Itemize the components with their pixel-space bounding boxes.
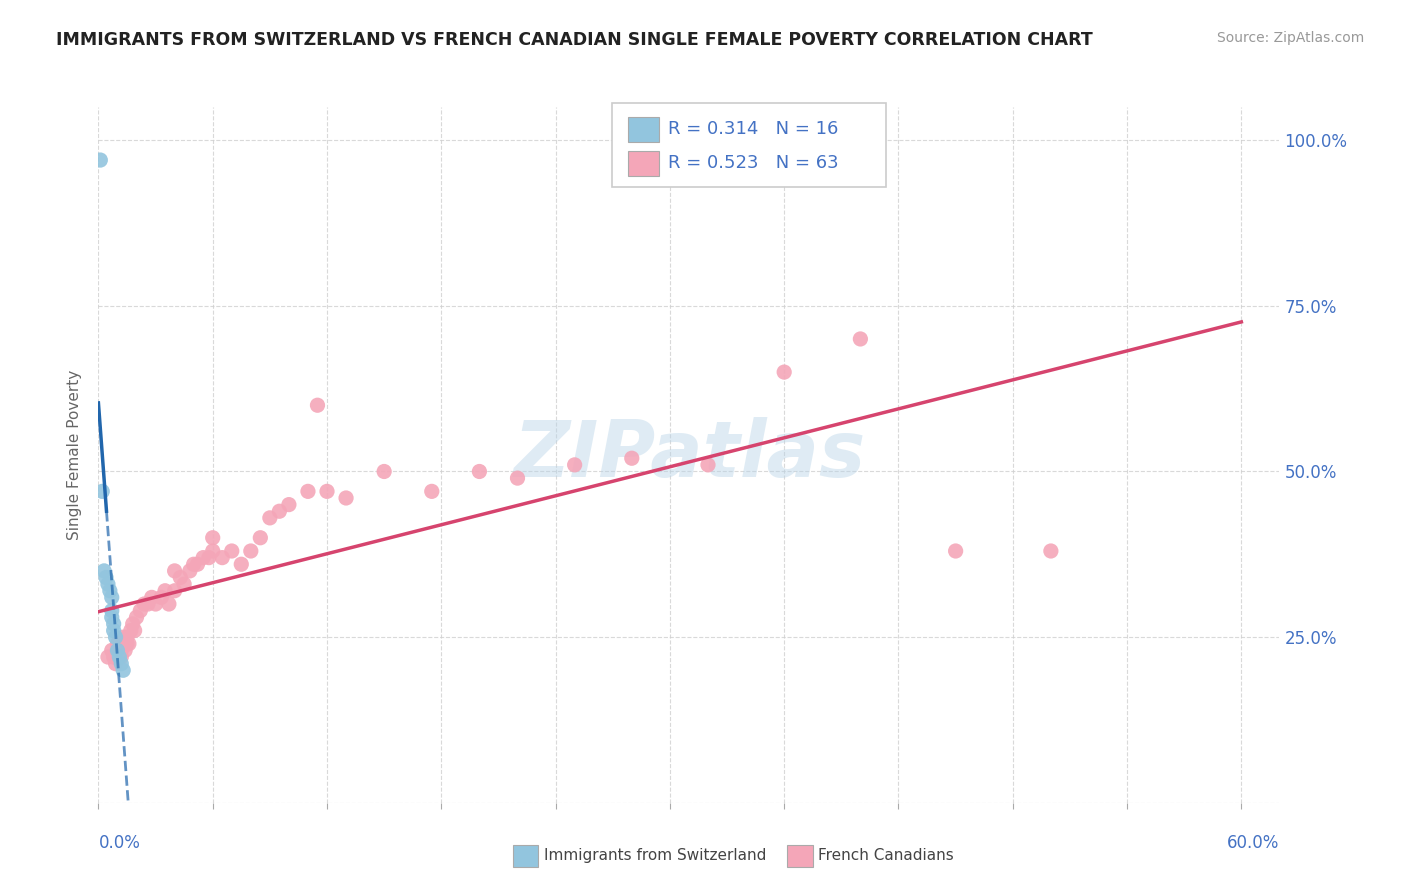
Point <box>169 570 191 584</box>
Point <box>115 630 138 644</box>
Point <box>163 564 186 578</box>
Point <box>100 604 122 618</box>
Point <box>97 650 120 665</box>
Point <box>110 643 132 657</box>
Text: 60.0%: 60.0% <box>1227 834 1279 852</box>
Point <box>118 637 141 651</box>
Point <box>97 577 120 591</box>
Point <box>1039 544 1062 558</box>
Point <box>121 616 143 631</box>
Point <box>239 544 262 558</box>
Point <box>145 597 167 611</box>
Point <box>173 577 195 591</box>
Point <box>373 465 395 479</box>
Point <box>249 531 271 545</box>
Text: R = 0.314   N = 16: R = 0.314 N = 16 <box>668 120 838 138</box>
Y-axis label: Single Female Poverty: Single Female Poverty <box>67 370 83 540</box>
Point <box>100 610 122 624</box>
Point <box>620 451 643 466</box>
Point <box>124 624 146 638</box>
Point <box>259 511 281 525</box>
Point <box>120 624 142 638</box>
Point <box>104 657 127 671</box>
Point <box>94 570 117 584</box>
Point <box>849 332 872 346</box>
Point <box>98 583 121 598</box>
Point <box>104 630 127 644</box>
Point <box>420 484 443 499</box>
Point <box>107 637 129 651</box>
Point <box>231 558 253 572</box>
Point <box>103 616 125 631</box>
Text: R = 0.523   N = 63: R = 0.523 N = 63 <box>668 154 838 172</box>
Point <box>129 604 152 618</box>
Point <box>125 610 148 624</box>
Point <box>108 650 131 665</box>
Point <box>89 153 111 167</box>
Point <box>107 643 129 657</box>
Point <box>108 650 131 665</box>
Point <box>773 365 796 379</box>
Point <box>564 458 586 472</box>
Point <box>103 624 125 638</box>
Point <box>201 544 224 558</box>
Point <box>136 597 159 611</box>
Point <box>107 643 129 657</box>
Point <box>150 591 173 605</box>
Point <box>179 564 201 578</box>
Point <box>316 484 339 499</box>
Point <box>506 471 529 485</box>
Point <box>104 650 127 665</box>
Point <box>115 637 138 651</box>
Point <box>134 597 156 611</box>
Point <box>141 591 163 605</box>
Point <box>269 504 291 518</box>
Text: IMMIGRANTS FROM SWITZERLAND VS FRENCH CANADIAN SINGLE FEMALE POVERTY CORRELATION: IMMIGRANTS FROM SWITZERLAND VS FRENCH CA… <box>56 31 1092 49</box>
Point <box>201 531 224 545</box>
Point <box>153 583 176 598</box>
Point <box>945 544 967 558</box>
Point <box>112 637 135 651</box>
Point <box>183 558 205 572</box>
Point <box>277 498 299 512</box>
Text: Source: ZipAtlas.com: Source: ZipAtlas.com <box>1216 31 1364 45</box>
Point <box>198 550 221 565</box>
Point <box>157 597 180 611</box>
Point <box>335 491 357 505</box>
Point <box>91 484 114 499</box>
Point <box>468 465 491 479</box>
Point <box>110 657 132 671</box>
Text: French Canadians: French Canadians <box>818 848 955 863</box>
Point <box>108 643 131 657</box>
Point <box>93 564 115 578</box>
Text: Immigrants from Switzerland: Immigrants from Switzerland <box>544 848 766 863</box>
Point <box>211 550 233 565</box>
Point <box>307 398 329 412</box>
Point <box>297 484 319 499</box>
Point <box>112 663 135 677</box>
Text: 0.0%: 0.0% <box>98 834 141 852</box>
Text: ZIPatlas: ZIPatlas <box>513 417 865 493</box>
Point <box>100 643 122 657</box>
Point <box>193 550 215 565</box>
Point <box>697 458 720 472</box>
Point <box>186 558 208 572</box>
Point <box>114 643 136 657</box>
Point <box>163 583 186 598</box>
Point <box>110 650 132 665</box>
Point <box>100 591 122 605</box>
Point <box>112 630 135 644</box>
Point <box>103 650 125 665</box>
Point <box>221 544 243 558</box>
